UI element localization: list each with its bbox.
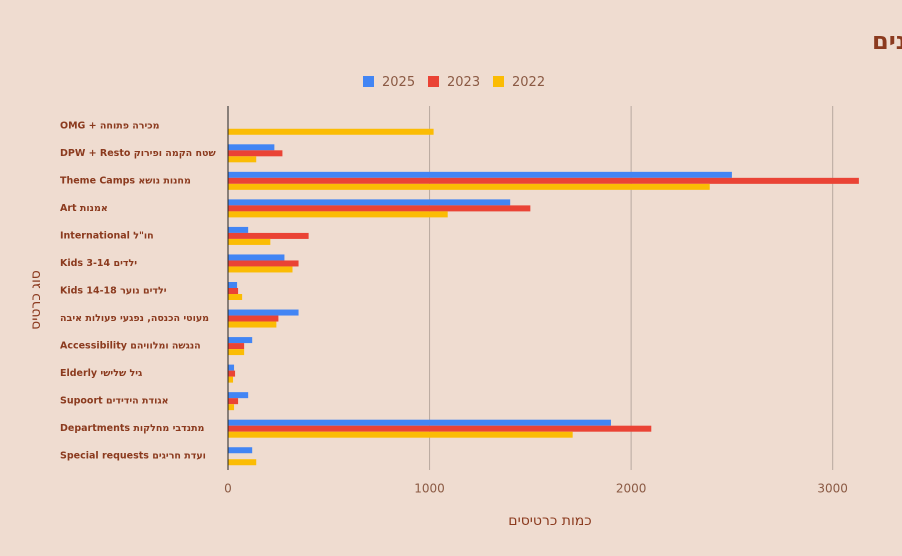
bar [228,404,235,411]
bar [228,398,239,405]
bar [228,232,309,239]
bar [228,205,531,212]
bar [228,370,236,377]
y-tick-label: שטח הקמה ופירוק DPW + Resto [60,148,216,159]
x-tick-label: 2000 [616,482,647,496]
y-tick-label: אגודת הידידים Supoort [60,396,169,407]
y-tick-label: מתנדבי מחלקות Departments [60,423,205,434]
y-tick-label: ילדים Kids 3-14 [60,258,137,269]
bar [228,282,238,288]
bar [228,211,448,218]
bar [228,294,243,300]
legend-swatch [493,76,504,87]
bar [228,183,710,190]
y-tick-label: מחנות נושא Theme Camps [60,175,191,186]
legend-label: 2022 [512,75,545,90]
bar [228,459,257,466]
y-tick-label: מכירה פתוחה + OMG [60,120,160,131]
bar [228,266,293,273]
legend-swatch [428,76,439,87]
bar [228,254,285,261]
bar [228,431,573,438]
y-tick-label: חו"ל International [60,230,154,241]
y-tick-label: אמנות Art [60,203,108,214]
bar [228,343,245,350]
bar [228,337,253,344]
bar [228,128,434,135]
x-axis-label: כמות כרטיסים [508,513,591,529]
legend-swatch [363,76,374,87]
bar [228,376,234,383]
bar [228,349,245,356]
bar [228,309,299,316]
bar [228,260,299,267]
chart-title: תוכנית כרטוס - השוואה בין שנים [872,27,902,55]
bar [228,447,253,454]
bar [228,226,249,233]
y-tick-label: גיל שלישי Elderly [60,368,142,379]
y-tick-label: מעוטי הכנסה, נפגעי פעולות איבה [60,313,209,324]
bar [228,238,271,245]
bar [228,150,283,157]
y-tick-label: ועדת חריגים Special requests [60,451,206,462]
bar [228,144,275,151]
y-tick-label: הנגשה ומלוויהם Accessibility [60,341,201,352]
bar [228,321,277,328]
bar [228,419,611,426]
y-tick-label: ילדים נוער Kids 14-18 [60,286,167,297]
bar [228,199,511,206]
x-tick-label: 3000 [817,482,848,496]
x-tick-label: 0 [224,482,232,496]
bar [228,177,859,184]
bar [228,171,732,178]
bar [228,315,279,322]
y-axis-label: סוג כרטיס [28,270,44,330]
bar [228,156,257,163]
bar [228,392,249,399]
bar [228,288,239,294]
legend-label: 2023 [447,75,480,90]
bar [228,364,235,371]
legend-label: 2025 [382,75,415,90]
x-tick-label: 1000 [414,482,445,496]
bar [228,425,652,432]
